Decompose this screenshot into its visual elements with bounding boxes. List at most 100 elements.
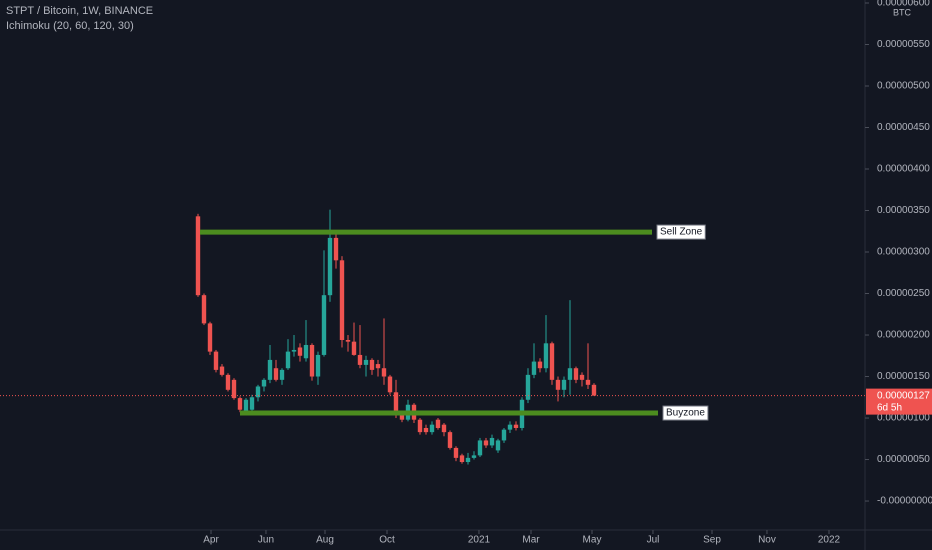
candle-body [417,419,423,433]
candle-body [549,343,555,380]
x-tick-label: Jun [258,535,274,546]
candle-body [477,440,483,456]
zone-label: Buyzone [666,408,705,419]
x-tick-label: 2021 [468,535,491,546]
y-tick-label: -0.00000000 [877,496,932,507]
candle-body [543,343,549,369]
candle-body [393,392,399,415]
x-tick-label: 2022 [818,535,841,546]
candle-body [225,374,231,390]
candle-body [561,379,567,390]
currency-label: BTC [893,7,912,17]
candle-body [585,379,591,385]
chart-title: STPT / Bitcoin, 1W, BINANCE [6,5,153,17]
candle-body [459,455,465,463]
candle-body [375,364,381,369]
candle-body [537,361,543,369]
candle-body [369,359,375,370]
candle-body [291,349,297,352]
candle-body [297,347,303,356]
candle-body [303,344,309,359]
candle-body [471,455,477,458]
x-tick-label: Nov [758,535,776,546]
y-tick-label: 0.00000450 [877,122,930,133]
candle-body [579,374,585,380]
candle-body [357,354,363,365]
candle-body [525,374,531,400]
y-tick-label: 0.00000300 [877,247,930,258]
candle-body [453,447,459,458]
y-tick-label: 0.00000150 [877,371,930,382]
zone-label: Sell Zone [660,227,703,238]
candle-body [447,432,453,448]
candle-body [387,376,393,393]
candle-body [507,424,513,430]
candle-body [339,260,345,340]
x-tick-label: Aug [316,535,334,546]
candle-body [531,361,537,375]
candle-body [573,368,579,380]
candle-body [207,323,213,352]
candle-body [201,295,207,324]
candle-body [489,437,495,446]
candle-body [231,379,237,399]
x-tick-label: Mar [522,535,540,546]
candle-body [435,419,441,428]
zone-label-box [656,224,706,240]
y-tick-label: 0.00000050 [877,454,930,465]
indicator-label: Ichimoku (20, 60, 120, 30) [6,20,134,32]
candle-body [285,351,291,369]
candle-body [381,368,387,377]
candle-body [423,427,429,433]
x-tick-label: May [583,535,602,546]
candle-body [327,237,333,296]
y-tick-label: 0.00000550 [877,39,930,50]
last-price-label: 0.00000127 [877,390,930,401]
candle-body [513,424,519,428]
candle-body [465,457,471,463]
zone-label-box [662,405,709,421]
candle-body [279,369,285,380]
y-tick-label: 0.00000250 [877,288,930,299]
candle-body [309,344,315,377]
candle-body [351,341,357,355]
candle-body [249,397,255,410]
y-tick-label: 0.00000100 [877,413,930,424]
candle-body [495,440,501,451]
candle-body [213,351,219,370]
candle-body [591,384,597,396]
candle-body [273,368,279,380]
last-price-box [866,388,932,415]
y-tick-label: 0.00000400 [877,164,930,175]
candle-body [333,237,339,261]
candle-body [345,339,351,342]
x-tick-label: Jul [647,535,660,546]
candle-body [267,359,273,380]
candle-body [261,379,267,387]
candle-body [219,366,225,375]
countdown-label: 6d 5h [877,402,902,413]
candle-body [429,424,435,433]
x-tick-label: Sep [703,535,721,546]
y-tick-label: 0.00000350 [877,205,930,216]
candle-body [321,295,327,355]
candle-body [501,429,507,441]
x-tick-label: Apr [203,535,219,546]
candle-body [255,386,261,398]
candle-body [441,424,447,433]
candle-body [243,399,249,412]
candle-body [399,414,405,420]
y-tick-label: 0.00000500 [877,81,930,92]
candle-body [363,359,369,365]
y-tick-label: 0.00000200 [877,330,930,341]
candle-body [567,368,573,380]
candle-body [483,440,489,446]
x-tick-label: Oct [379,535,395,546]
y-tick-label: 0.00000600 [877,0,930,9]
candle-body [195,216,201,296]
candle-body [315,354,321,377]
candle-body [555,379,561,390]
candle-body [237,398,243,410]
